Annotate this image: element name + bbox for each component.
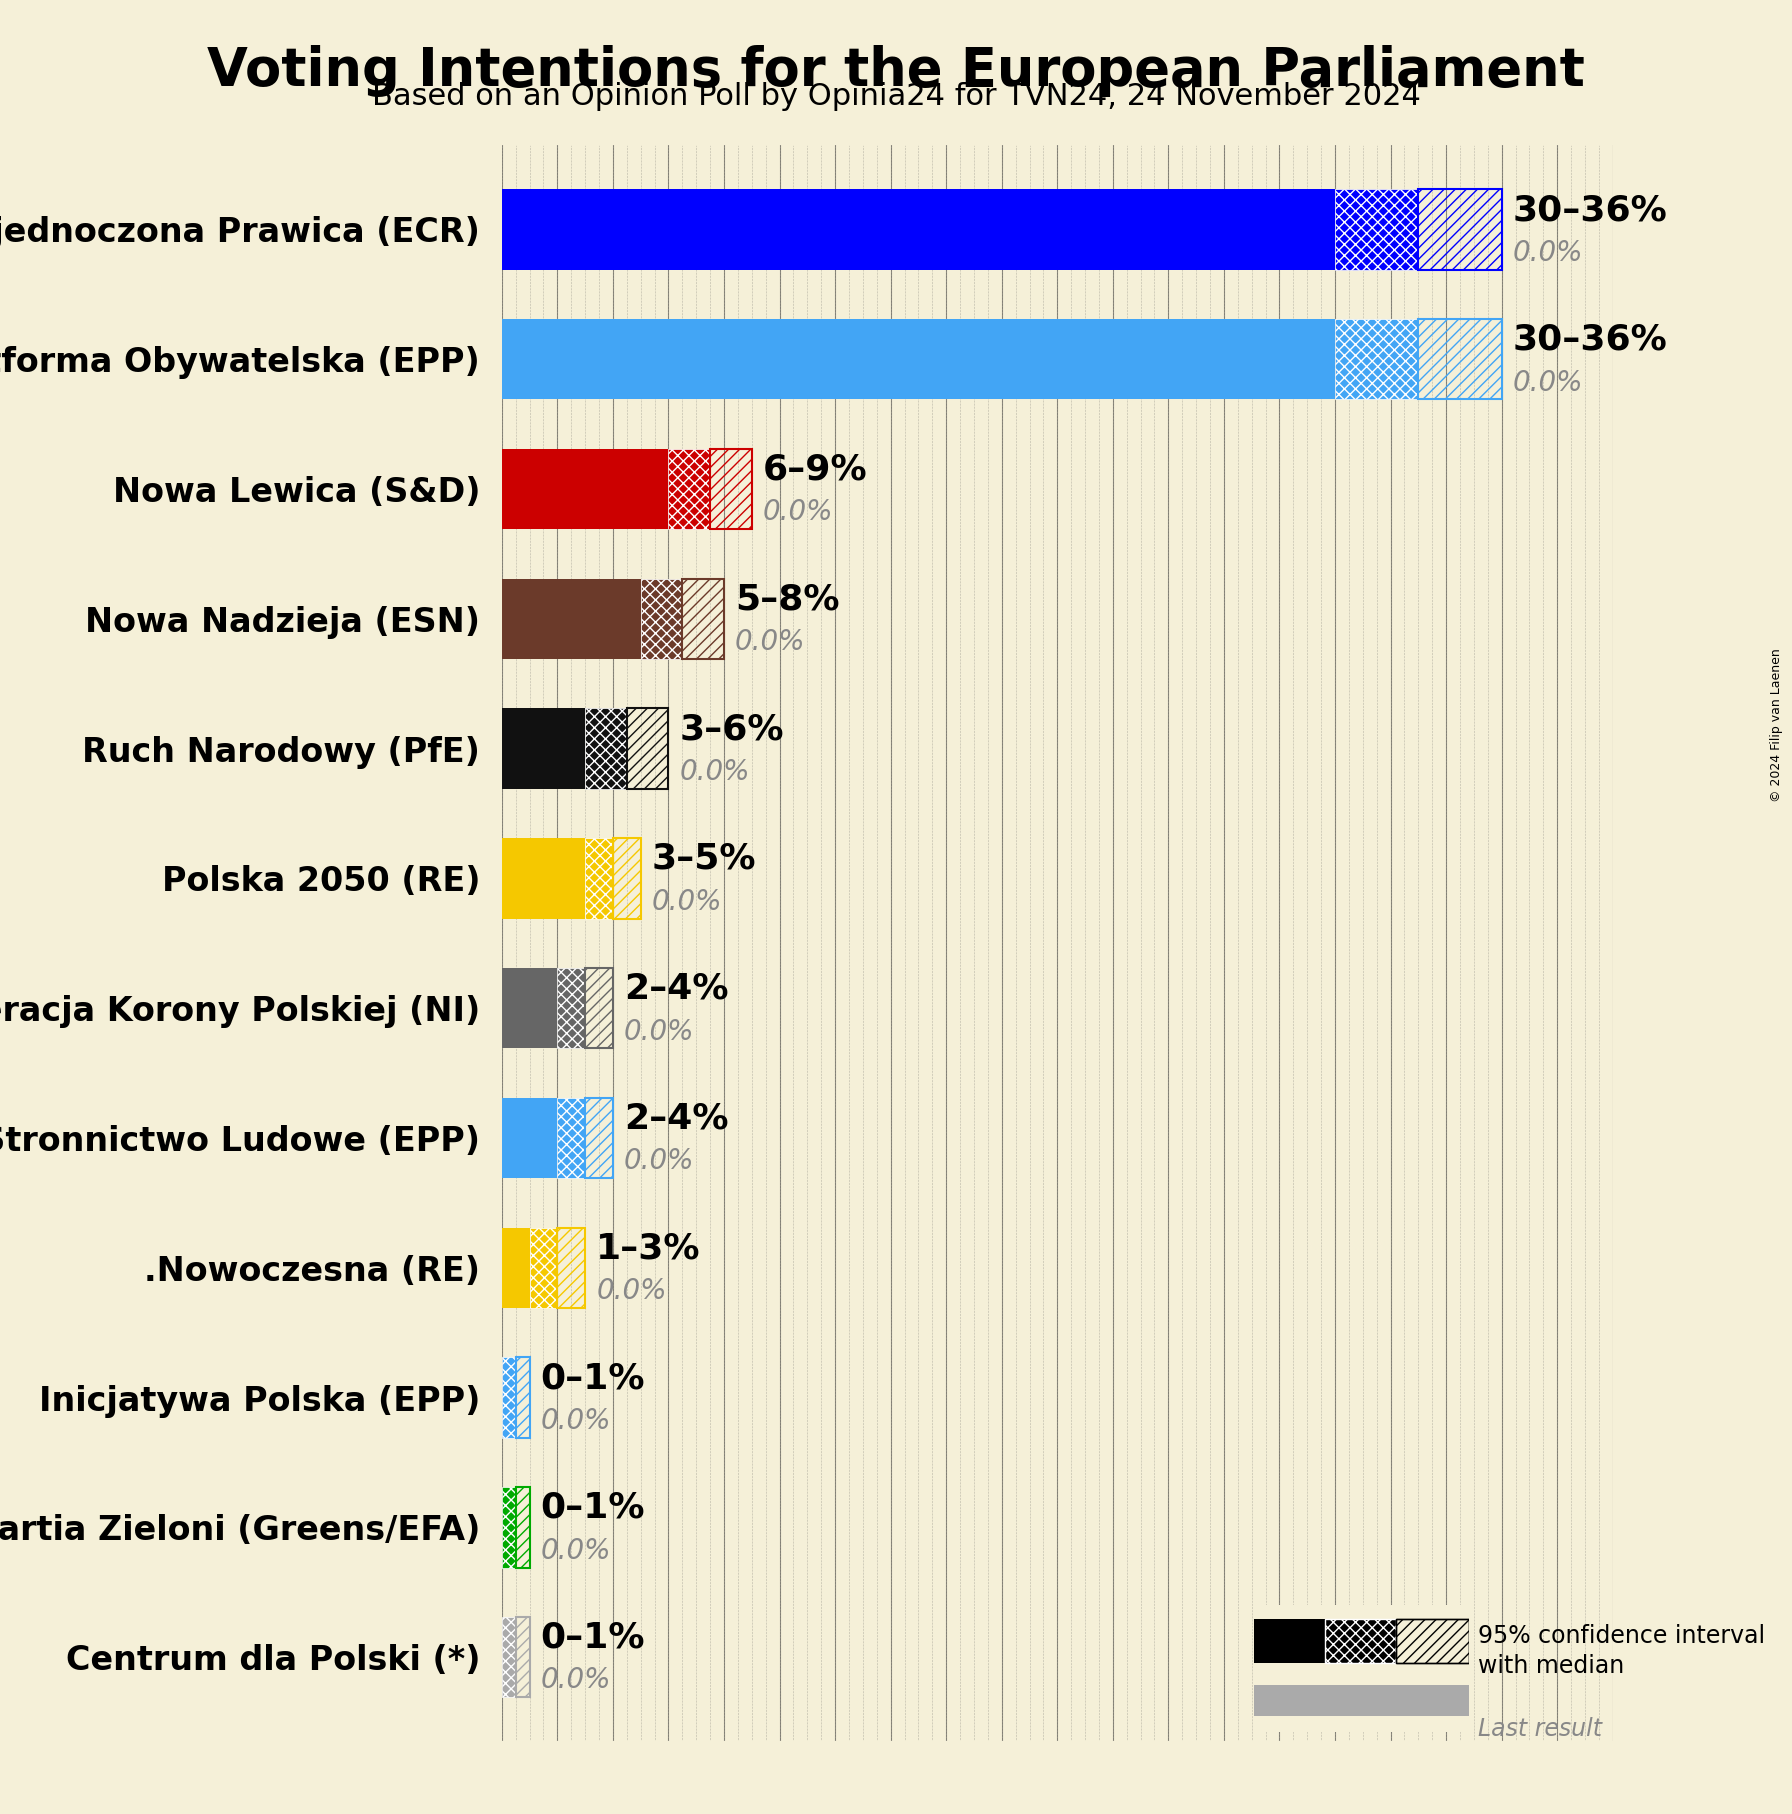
Text: 2–4%: 2–4%	[624, 972, 729, 1005]
Bar	[584, 969, 613, 1048]
Text: 1–3%: 1–3%	[597, 1232, 701, 1266]
Bar	[502, 319, 1335, 399]
Bar	[642, 579, 683, 658]
Bar	[1396, 1618, 1469, 1663]
Text: 6–9%: 6–9%	[763, 452, 867, 486]
Text: © 2024 Filip van Laenen: © 2024 Filip van Laenen	[1770, 649, 1783, 802]
Bar	[1254, 1685, 1469, 1716]
Bar	[502, 1228, 530, 1308]
Text: 0.0%: 0.0%	[541, 1408, 611, 1435]
Bar	[1335, 319, 1417, 399]
Text: 95% confidence interval: 95% confidence interval	[1478, 1625, 1765, 1649]
Bar	[502, 709, 584, 789]
Text: Voting Intentions for the European Parliament: Voting Intentions for the European Parli…	[208, 45, 1584, 98]
Bar	[1417, 319, 1502, 399]
Bar	[1417, 189, 1502, 270]
Bar	[683, 579, 724, 658]
Bar	[584, 709, 627, 789]
Text: 3–5%: 3–5%	[652, 842, 756, 876]
Bar	[516, 1357, 530, 1439]
Text: 0.0%: 0.0%	[763, 499, 833, 526]
Text: 0.0%: 0.0%	[541, 1536, 611, 1565]
Text: 3–6%: 3–6%	[679, 713, 785, 746]
Bar	[1335, 189, 1417, 270]
Bar	[710, 448, 753, 530]
Bar	[502, 189, 1335, 270]
Bar	[1396, 1618, 1469, 1663]
Bar	[516, 1616, 530, 1698]
Text: 0.0%: 0.0%	[624, 1146, 695, 1175]
Bar	[627, 709, 668, 789]
Bar	[584, 1097, 613, 1177]
Bar	[516, 1487, 530, 1567]
Text: 30–36%: 30–36%	[1512, 323, 1668, 357]
Bar	[613, 838, 642, 918]
Text: 0–1%: 0–1%	[541, 1360, 645, 1395]
Bar	[668, 448, 710, 530]
Bar	[502, 1487, 516, 1567]
Bar	[502, 1097, 557, 1177]
Text: 0.0%: 0.0%	[624, 1018, 695, 1045]
Bar	[557, 1228, 584, 1308]
Bar	[1417, 319, 1502, 399]
Bar	[627, 709, 668, 789]
Text: 0.0%: 0.0%	[1512, 239, 1584, 267]
Text: 0–1%: 0–1%	[541, 1491, 645, 1526]
Bar	[502, 579, 642, 658]
Bar	[683, 579, 724, 658]
Bar	[557, 1097, 584, 1177]
Bar	[502, 838, 584, 918]
Bar	[710, 448, 753, 530]
Bar	[1254, 1618, 1326, 1663]
Bar	[584, 1097, 613, 1177]
Text: 0.0%: 0.0%	[679, 758, 751, 785]
Bar	[584, 969, 613, 1048]
Text: 0.0%: 0.0%	[1512, 368, 1584, 397]
Text: 0.0%: 0.0%	[541, 1667, 611, 1694]
Bar	[502, 969, 557, 1048]
Text: 0.0%: 0.0%	[735, 628, 806, 657]
Text: Based on an Opinion Poll by Opinia24 for TVN24, 24 November 2024: Based on an Opinion Poll by Opinia24 for…	[371, 82, 1421, 111]
Bar	[557, 1228, 584, 1308]
Text: 2–4%: 2–4%	[624, 1101, 729, 1136]
Text: Last result: Last result	[1478, 1718, 1602, 1741]
Bar	[613, 838, 642, 918]
Bar	[1326, 1618, 1396, 1663]
Text: 30–36%: 30–36%	[1512, 192, 1668, 227]
Bar	[516, 1487, 530, 1567]
Text: 5–8%: 5–8%	[735, 582, 840, 617]
Bar	[557, 969, 584, 1048]
Bar	[530, 1228, 557, 1308]
Text: 0.0%: 0.0%	[597, 1277, 667, 1304]
Text: 0.0%: 0.0%	[652, 887, 722, 916]
Text: with median: with median	[1478, 1654, 1625, 1678]
Bar	[584, 838, 613, 918]
Bar	[502, 1357, 516, 1439]
Bar	[1417, 189, 1502, 270]
Bar	[502, 1616, 516, 1698]
Text: 0–1%: 0–1%	[541, 1620, 645, 1654]
Bar	[516, 1616, 530, 1698]
Bar	[502, 448, 668, 530]
Bar	[516, 1357, 530, 1439]
